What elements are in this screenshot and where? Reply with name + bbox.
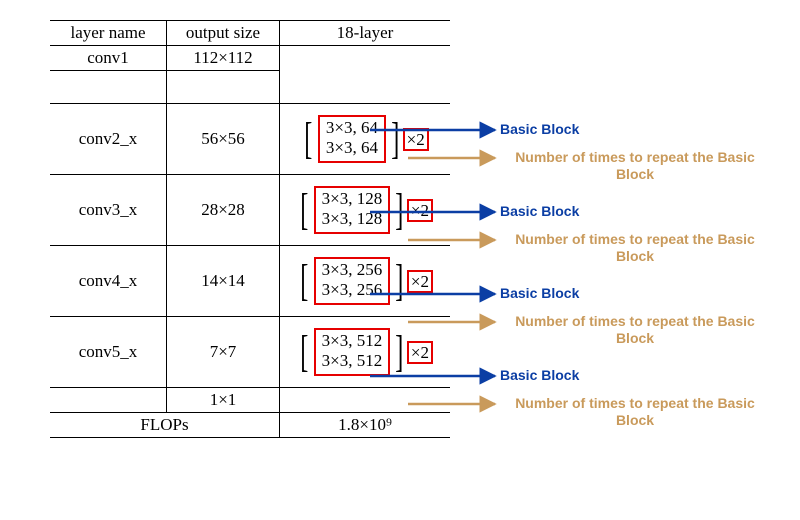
annot-basic-block-conv2: Basic Block: [500, 121, 770, 138]
block-conv3: [ 3×3, 128 3×3, 128 ] ×2: [297, 186, 433, 233]
bracket-left: [: [300, 259, 308, 303]
cell-conv5-name: conv5_x: [50, 317, 167, 388]
block-line2: 3×3, 256: [322, 280, 383, 299]
cell-conv1-name: conv1: [50, 46, 167, 71]
block-inner-conv5: 3×3, 512 3×3, 512: [314, 328, 391, 375]
cell-conv4-name: conv4_x: [50, 246, 167, 317]
cell-conv3-block: [ 3×3, 128 3×3, 128 ] ×2: [280, 175, 451, 246]
bracket-left: [: [300, 188, 308, 232]
cell-flops-label: FLOPs: [50, 413, 280, 438]
cell-conv4-size: 14×14: [167, 246, 280, 317]
bracket-right: ]: [396, 188, 404, 232]
annot-repeat-conv4: Number of times to repeat the Basic Bloc…: [500, 313, 770, 347]
annot-repeat-conv5: Number of times to repeat the Basic Bloc…: [500, 395, 770, 429]
th-18-layer: 18-layer: [280, 21, 451, 46]
bracket-right: ]: [396, 330, 404, 374]
block-mult-conv4: ×2: [407, 270, 433, 293]
block-conv2: [ 3×3, 64 3×3, 64 ] ×2: [301, 115, 429, 162]
bracket-right: ]: [396, 259, 404, 303]
cell-gap-size: [167, 71, 280, 104]
block-line1: 3×3, 512: [322, 331, 383, 350]
cell-flops-value: 1.8×10⁹: [280, 413, 451, 438]
block-mult-conv3: ×2: [407, 199, 433, 222]
block-inner-conv2: 3×3, 64 3×3, 64: [318, 115, 386, 162]
block-mult-conv2: ×2: [403, 128, 429, 151]
annot-repeat-conv2: Number of times to repeat the Basic Bloc…: [500, 149, 770, 183]
cell-conv3-size: 28×28: [167, 175, 280, 246]
cell-pool-size: 1×1: [167, 388, 280, 413]
annot-basic-block-conv5: Basic Block: [500, 367, 770, 384]
block-line1: 3×3, 128: [322, 189, 383, 208]
th-layer-name: layer name: [50, 21, 167, 46]
block-conv5: [ 3×3, 512 3×3, 512 ] ×2: [297, 328, 433, 375]
block-line2: 3×3, 128: [322, 209, 383, 228]
bracket-left: [: [300, 330, 308, 374]
block-line1: 3×3, 256: [322, 260, 383, 279]
annot-repeat-conv3: Number of times to repeat the Basic Bloc…: [500, 231, 770, 265]
block-conv4: [ 3×3, 256 3×3, 256 ] ×2: [297, 257, 433, 304]
cell-gap-name: [50, 71, 167, 104]
cell-conv2-block: [ 3×3, 64 3×3, 64 ] ×2: [280, 104, 451, 175]
cell-pool-block: [280, 388, 451, 413]
annot-basic-block-conv4: Basic Block: [500, 285, 770, 302]
block-inner-conv4: 3×3, 256 3×3, 256: [314, 257, 391, 304]
cell-conv5-block: [ 3×3, 512 3×3, 512 ] ×2: [280, 317, 451, 388]
annot-basic-block-conv3: Basic Block: [500, 203, 770, 220]
cell-conv4-block: [ 3×3, 256 3×3, 256 ] ×2: [280, 246, 451, 317]
cell-conv2-name: conv2_x: [50, 104, 167, 175]
cell-conv2-size: 56×56: [167, 104, 280, 175]
block-line2: 3×3, 64: [326, 138, 378, 157]
block-mult-conv5: ×2: [407, 341, 433, 364]
bracket-right: ]: [391, 117, 399, 161]
cell-conv1-block: [280, 46, 451, 104]
block-line2: 3×3, 512: [322, 351, 383, 370]
th-output-size: output size: [167, 21, 280, 46]
arch-table: layer name output size 18-layer conv1 11…: [50, 20, 450, 438]
cell-conv3-name: conv3_x: [50, 175, 167, 246]
bracket-left: [: [305, 117, 313, 161]
cell-conv5-size: 7×7: [167, 317, 280, 388]
cell-conv1-size: 112×112: [167, 46, 280, 71]
block-inner-conv3: 3×3, 128 3×3, 128: [314, 186, 391, 233]
block-line1: 3×3, 64: [326, 118, 378, 137]
cell-pool-name: [50, 388, 167, 413]
